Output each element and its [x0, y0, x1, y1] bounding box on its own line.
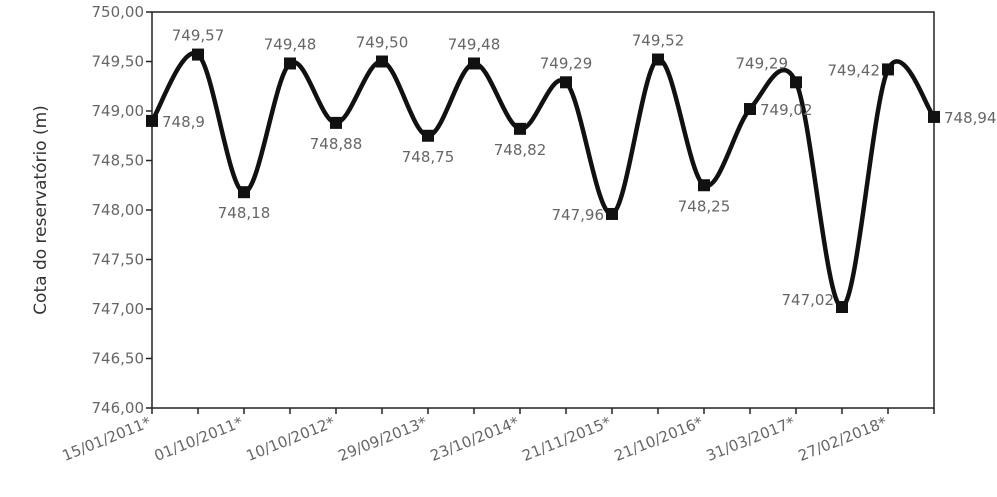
data-point-marker	[376, 55, 388, 68]
data-label: 747,96	[552, 206, 605, 224]
data-label: 749,29	[540, 54, 593, 72]
data-label: 749,42	[828, 61, 881, 79]
data-label: 749,57	[172, 27, 225, 45]
x-tick-label: 21/11/2015*	[520, 413, 614, 465]
y-tick-label: 748,50	[92, 152, 145, 170]
y-tick-label: 746,00	[92, 399, 145, 417]
y-tick-label: 746,50	[92, 350, 145, 368]
data-label: 748,18	[218, 204, 271, 222]
data-point-marker	[330, 116, 342, 129]
data-point-marker	[238, 186, 250, 199]
data-point-marker	[284, 57, 296, 70]
x-tick-label: 21/10/2016*	[612, 413, 706, 465]
data-label: 748,94	[944, 109, 997, 127]
data-label: 747,02	[782, 291, 835, 309]
data-point-marker	[928, 110, 940, 123]
y-tick-label: 750,00	[92, 3, 145, 21]
data-point-marker	[514, 122, 526, 135]
data-label: 749,52	[632, 32, 685, 50]
data-labels: 748,9 749,57 748,18 749,48 748,88 749,50 748,7…	[162, 27, 997, 309]
data-label: 749,48	[264, 35, 317, 53]
y-tick-label: 748,00	[92, 201, 145, 219]
data-point-marker	[606, 207, 618, 220]
y-tick-label: 749,50	[92, 53, 145, 71]
x-tick-label: 31/03/2017*	[704, 413, 798, 465]
data-label: 749,50	[356, 34, 409, 52]
data-markers	[146, 48, 940, 314]
data-label: 748,88	[310, 135, 363, 153]
data-point-marker	[146, 114, 158, 127]
data-point-marker	[836, 301, 848, 314]
data-label: 748,25	[678, 197, 731, 215]
x-tick-label: 27/02/2018*	[796, 413, 890, 465]
data-point-marker	[422, 129, 434, 142]
y-axis-title: Cota do reservatório (m)	[31, 105, 51, 315]
data-label: 749,02	[760, 101, 813, 119]
data-label: 748,75	[402, 148, 455, 166]
x-tick-label: 23/10/2014*	[428, 413, 522, 465]
data-point-marker	[652, 53, 664, 66]
x-tick-label: 10/10/2012*	[244, 413, 338, 465]
y-tick-label: 747,00	[92, 300, 145, 318]
y-tick-label: 749,00	[92, 102, 145, 120]
data-point-marker	[882, 63, 894, 76]
x-tick-label: 15/01/2011*	[60, 413, 154, 465]
data-label: 749,29	[736, 54, 789, 72]
data-point-marker	[192, 48, 204, 61]
series-line	[149, 50, 937, 310]
x-axis: 15/01/2011*01/10/2011*10/10/2012*29/09/2…	[60, 408, 935, 465]
y-tick-label: 747,50	[92, 251, 145, 269]
data-point-marker	[698, 179, 710, 192]
data-point-marker	[790, 76, 802, 89]
x-tick-label: 01/10/2011*	[152, 413, 246, 465]
data-label: 748,82	[494, 141, 547, 159]
data-point-marker	[468, 57, 480, 70]
data-point-marker	[744, 103, 756, 116]
y-axis: 746,00 746,50 747,00 747,50 748,00 748,50 749,…	[92, 3, 152, 417]
data-label: 749,48	[448, 35, 501, 53]
data-point-marker	[560, 76, 572, 89]
data-label: 748,9	[162, 113, 205, 131]
x-tick-label: 29/09/2013*	[336, 413, 430, 465]
